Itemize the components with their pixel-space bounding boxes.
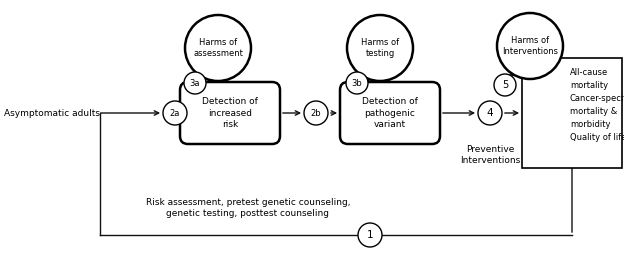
Text: Detection of
pathogenic
variant: Detection of pathogenic variant [362, 97, 418, 129]
Text: 3a: 3a [190, 79, 200, 87]
Circle shape [163, 101, 187, 125]
Circle shape [478, 101, 502, 125]
Text: 2a: 2a [170, 109, 180, 117]
Circle shape [497, 13, 563, 79]
Circle shape [304, 101, 328, 125]
Text: Preventive
Interventions: Preventive Interventions [460, 145, 520, 165]
Text: 3b: 3b [352, 79, 363, 87]
Circle shape [185, 15, 251, 81]
Text: All-cause
mortality
Cancer-specific
mortality &
morbidity
Quality of life: All-cause mortality Cancer-specific mort… [570, 68, 624, 142]
FancyBboxPatch shape [340, 82, 440, 144]
Text: Harms of
testing: Harms of testing [361, 38, 399, 58]
Text: Asymptomatic adults: Asymptomatic adults [4, 109, 100, 117]
Circle shape [347, 15, 413, 81]
Circle shape [358, 223, 382, 247]
Bar [522, 58, 622, 168]
Circle shape [184, 72, 206, 94]
Text: 4: 4 [487, 108, 494, 118]
Text: Harms of
Interventions: Harms of Interventions [502, 36, 558, 56]
Text: 5: 5 [502, 80, 508, 90]
Text: Detection of
increased
risk: Detection of increased risk [202, 97, 258, 129]
Circle shape [346, 72, 368, 94]
Text: Harms of
assessment: Harms of assessment [193, 38, 243, 58]
FancyBboxPatch shape [180, 82, 280, 144]
Text: Risk assessment, pretest genetic counseling,
genetic testing, posttest counselin: Risk assessment, pretest genetic counsel… [146, 198, 350, 218]
Circle shape [494, 74, 516, 96]
Text: 1: 1 [367, 230, 373, 240]
Text: 2b: 2b [311, 109, 321, 117]
